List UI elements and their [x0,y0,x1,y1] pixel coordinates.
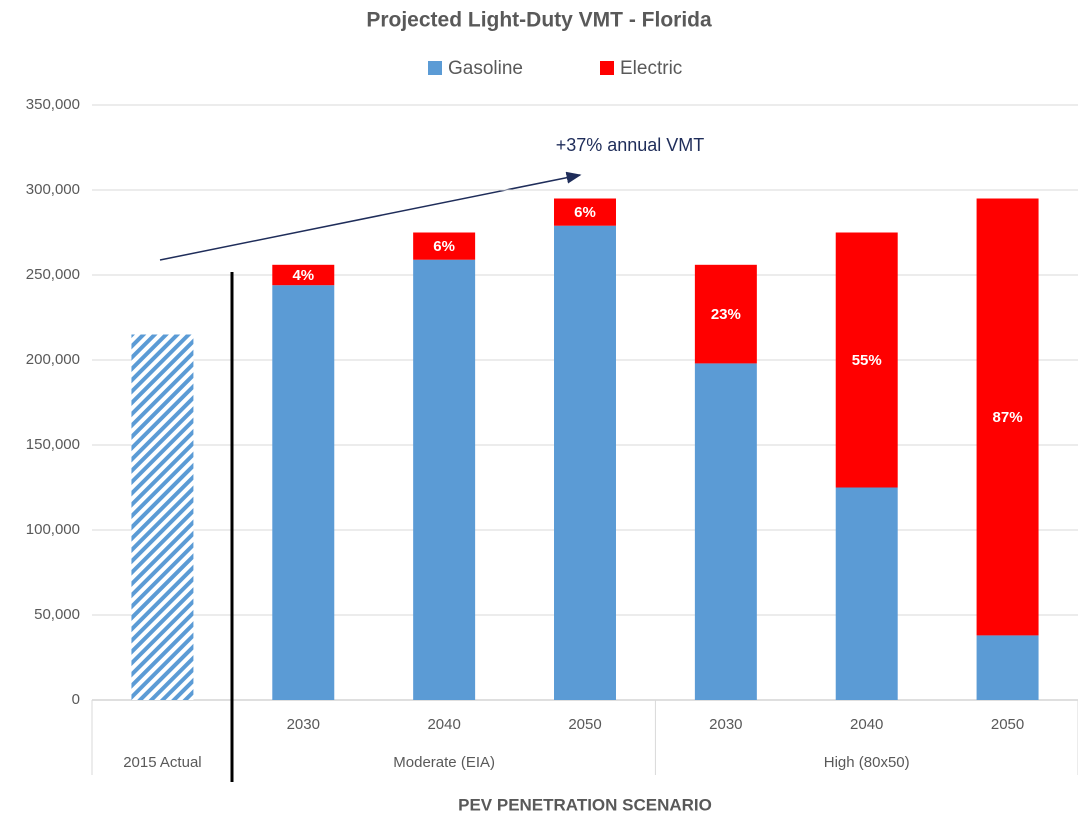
bar-segment [554,225,616,700]
y-tick-label: 300,000 [26,181,80,198]
group-label: High (80x50) [824,754,910,771]
bar-segment [272,285,335,700]
bar-segment [835,487,898,700]
x-tick-label: 2050 [991,716,1024,733]
bar-segment [694,264,757,364]
x-tick-label: 2040 [850,716,883,733]
bar-segment [835,232,898,488]
y-tick-label: 100,000 [26,521,80,538]
bar-segment [413,259,476,700]
legend-label: Electric [620,58,682,79]
legend-label: Gasoline [448,58,523,79]
x-tick-label: 2040 [427,716,460,733]
y-tick-label: 250,000 [26,266,80,283]
share-label: 6% [433,238,455,255]
x-tick-label: 2050 [568,716,601,733]
legend-swatch [600,61,614,75]
y-tick-label: 150,000 [26,436,80,453]
plot-area: 0 50,000 100,000 150,000 200,000 250,000 300,0… [26,58,1078,775]
x-tick-label: 2030 [287,716,320,733]
group-label: 2015 Actual [123,754,201,771]
bar-segment [694,363,757,700]
bar-segment [554,198,616,226]
y-tick-label: 350,000 [26,96,80,113]
y-tick-label: 50,000 [34,606,80,623]
trend-arrow [159,171,582,261]
bar-segment [976,635,1039,700]
share-label: 6% [574,204,596,221]
y-tick-label: 200,000 [26,351,80,368]
bar-segment [976,198,1039,636]
legend-swatch [428,61,442,75]
group-label: Moderate (EIA) [393,754,495,771]
share-label: 87% [993,409,1023,426]
y-tick-label: 0 [72,691,80,708]
bar-segment [272,264,335,286]
bar-segment [413,232,476,260]
x-tick-label: 2030 [709,716,742,733]
x-axis-title: PEV PENETRATION SCENARIO [458,795,712,814]
annotation: +37% annual VMT [556,135,705,155]
share-label: 55% [852,352,882,369]
chart-title: Projected Light-Duty VMT - Florida [366,9,712,32]
bar-segment [131,334,194,700]
share-label: 4% [292,267,314,284]
share-label: 23% [711,306,741,323]
